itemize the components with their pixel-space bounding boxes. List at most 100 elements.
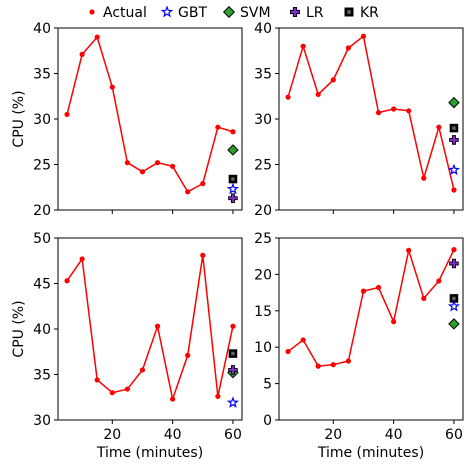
legend-item-actual: Actual [89,5,147,21]
data-point-actual [300,337,306,343]
data-point-actual [124,386,130,392]
data-point-actual [124,160,130,166]
y-tick-label: 40 [33,322,51,338]
legend-item-kr: KR [344,5,379,21]
prediction-point-svm [448,318,460,330]
data-point-actual [406,247,412,253]
data-point-actual [230,323,236,329]
y-tick-label: 50 [33,231,51,247]
x-tick-label: 40 [164,427,182,443]
kr-marker-center [452,126,456,130]
data-point-actual [315,91,321,98]
legend-marker-svm [222,5,236,19]
data-point-actual [170,163,176,169]
data-point-actual [64,278,70,284]
kr-marker-center [231,351,235,356]
data-point-actual [200,252,206,258]
series-line-actual [66,255,234,402]
series-line-actual [287,247,455,367]
plot-frame [57,27,243,211]
data-point-actual [345,45,351,51]
data-point-actual [330,77,336,83]
legend-marker-actual [89,9,95,15]
data-point-actual [421,175,427,181]
series-line-actual [287,34,455,191]
x-tick-label: 20 [324,427,342,443]
data-point-actual [330,362,336,368]
legend-item-gbt: GBT [160,5,207,21]
data-point-actual [154,160,161,166]
data-point-actual [345,358,351,364]
data-point-actual [215,393,221,399]
kr-marker-center [231,177,235,181]
data-point-actual [285,348,291,355]
y-tick-label: 35 [33,368,51,384]
data-point-actual [436,278,442,284]
legend-label-actual: Actual [103,5,147,21]
y-tick-label: 25 [254,231,272,247]
data-point-actual [375,110,382,116]
data-point-actual [79,256,85,262]
data-point-actual [94,377,100,383]
x-tick-label: 40 [385,427,403,443]
x-axis-label: Time (minutes) [96,445,203,461]
y-tick-label: 20 [33,203,51,219]
data-point-actual [360,288,367,294]
data-point-actual [154,323,161,329]
y-tick-label: 40 [254,21,272,37]
data-point-actual [285,94,291,100]
data-point-actual [139,169,146,175]
data-point-actual [185,352,191,358]
y-tick-label: 30 [33,413,51,429]
y-tick-label: 25 [254,158,272,174]
plot-frame [57,237,243,421]
data-point-actual [451,247,457,253]
kr-marker-center [347,10,351,14]
y-tick-label: 25 [33,158,51,174]
legend-label-gbt: GBT [178,5,207,21]
legend: Actual GBT SVM LR KR [89,5,379,21]
prediction-point-gbt [447,300,461,312]
y-tick-label: 45 [33,277,51,293]
subplot-1: 20 25 30 35 40 CPU (%) [11,21,243,219]
legend-label-lr: LR [306,5,324,21]
data-point-actual [64,111,70,118]
x-tick-label: 60 [224,427,242,443]
y-tick-label: 40 [33,21,51,37]
legend-label-svm: SVM [240,5,271,21]
y-axis-label: CPU (%) [11,90,27,147]
y-tick-label: 5 [263,377,272,393]
data-point-actual [375,284,382,291]
legend-marker-lr [289,6,301,18]
y-tick-label: 35 [254,67,272,83]
prediction-point-svm [227,144,239,156]
y-tick-label: 30 [33,112,51,128]
y-tick-label: 10 [254,340,272,356]
subplot-4: 0 5 10 15 20 25 20 40 60 Time (minutes) [254,231,464,461]
data-point-actual [436,124,442,130]
plot-frame [278,237,464,421]
data-point-actual [79,51,85,57]
data-point-actual [94,34,100,40]
legend-label-kr: KR [360,5,379,21]
x-tick-label: 20 [103,427,121,443]
y-tick-label: 15 [254,304,272,320]
data-point-actual [109,390,115,396]
data-point-actual [406,108,412,114]
data-point-actual [451,187,457,193]
prediction-point-lr [449,258,459,269]
prediction-point-svm [448,96,460,109]
prediction-point-lr [228,193,238,203]
prediction-point-lr [228,365,238,375]
subplot-2: 20 25 30 35 40 [254,21,464,219]
data-point-actual [360,33,367,39]
data-point-actual [421,295,427,302]
y-tick-label: 30 [254,112,272,128]
data-point-actual [300,43,306,49]
prediction-point-gbt [226,396,240,408]
data-point-actual [315,363,321,369]
prediction-point-gbt [226,182,240,195]
data-point-actual [391,319,397,325]
